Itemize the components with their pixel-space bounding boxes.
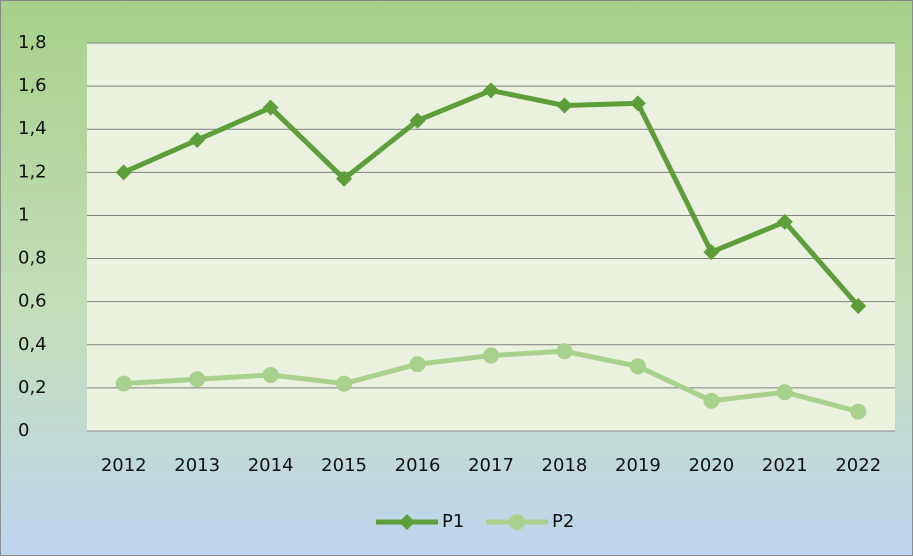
x-tick-label: 2022 — [835, 455, 881, 476]
marker — [850, 297, 867, 314]
marker — [776, 384, 793, 401]
y-tick-label: 1,8 — [18, 32, 47, 53]
marker — [409, 112, 426, 129]
marker — [115, 375, 132, 392]
x-tick-label: 2017 — [468, 455, 514, 476]
y-tick-label: 0,4 — [18, 334, 47, 355]
marker — [483, 347, 499, 364]
x-tick-label: 2021 — [762, 455, 808, 476]
x-tick-label: 2019 — [615, 455, 661, 476]
y-tick-label: 0,6 — [18, 291, 47, 312]
y-tick-label: 0,8 — [18, 248, 47, 269]
marker — [509, 514, 525, 530]
x-tick-label: 2018 — [542, 455, 588, 476]
marker — [399, 514, 415, 530]
legend-label: P2 — [552, 511, 574, 532]
marker — [776, 213, 793, 230]
x-tick-label: 2014 — [248, 455, 294, 476]
marker — [336, 375, 353, 392]
marker — [629, 95, 646, 112]
plot-area — [87, 43, 895, 431]
marker — [262, 366, 279, 383]
marker — [409, 356, 426, 373]
marker — [189, 371, 206, 388]
marker — [703, 392, 720, 409]
marker — [556, 343, 573, 360]
y-tick-label: 1,2 — [18, 161, 47, 182]
marker — [850, 403, 867, 420]
y-tick-label: 1,4 — [18, 118, 47, 139]
x-tick-label: 2012 — [101, 455, 147, 476]
marker — [629, 358, 646, 375]
marker — [336, 170, 353, 187]
y-tick-label: 0,2 — [18, 377, 47, 398]
marker — [483, 82, 499, 99]
marker — [115, 164, 132, 181]
marker — [262, 99, 279, 116]
y-tick-label: 0 — [18, 420, 29, 441]
marker — [703, 244, 720, 261]
x-tick-label: 2016 — [395, 455, 441, 476]
x-tick-label: 2020 — [688, 455, 734, 476]
y-tick-label: 1,6 — [18, 75, 47, 96]
x-tick-label: 2013 — [174, 455, 220, 476]
marker — [556, 97, 573, 114]
legend-label: P1 — [442, 511, 464, 532]
x-tick-label: 2015 — [321, 455, 367, 476]
marker — [189, 132, 206, 148]
y-tick-label: 1 — [18, 204, 29, 225]
